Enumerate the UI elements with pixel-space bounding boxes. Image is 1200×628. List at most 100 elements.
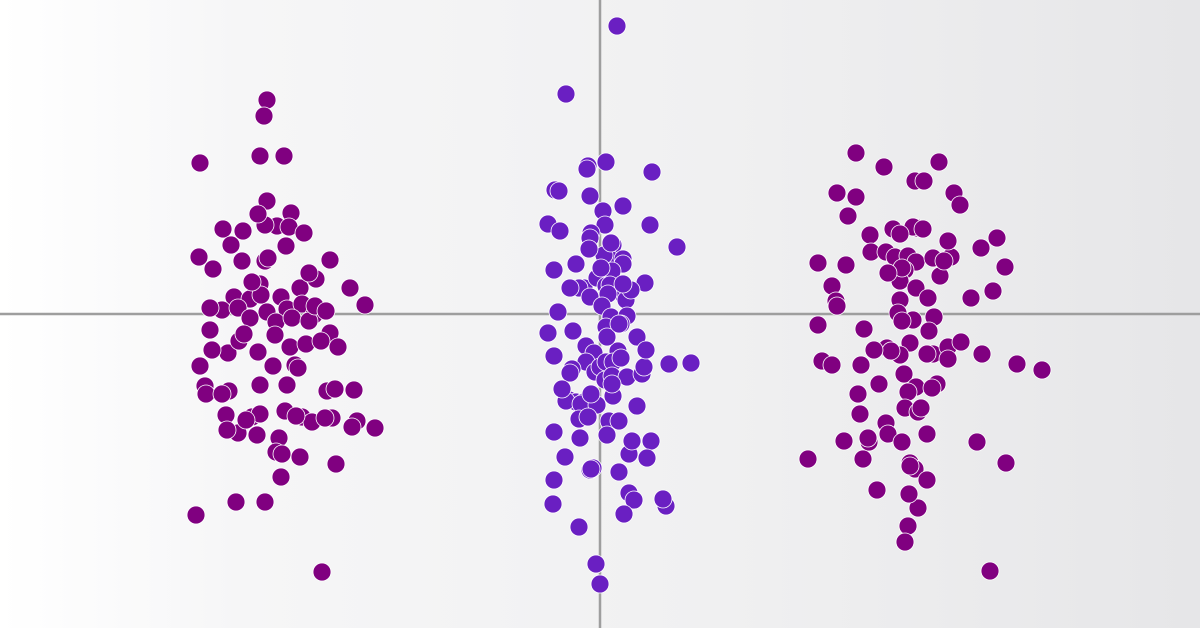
data-point-s2-33	[548, 302, 568, 322]
data-point-s1-2	[254, 106, 274, 126]
data-point-s2-49	[560, 363, 580, 383]
data-point-s1-95	[288, 358, 308, 378]
data-point-s1-23	[251, 285, 271, 305]
data-point-s3-88	[900, 456, 920, 476]
data-point-s2-17	[544, 260, 564, 280]
data-point-s1-80	[236, 410, 256, 430]
data-point-s3-73	[911, 398, 931, 418]
data-point-s3-7	[846, 187, 866, 207]
data-point-s2-103	[609, 314, 629, 334]
data-point-s2-108	[581, 459, 601, 479]
data-point-s3-85	[917, 470, 937, 490]
data-point-s2-69	[609, 411, 629, 431]
data-point-s2-87	[591, 258, 611, 278]
data-point-s2-91	[614, 504, 634, 524]
data-point-s2-54	[611, 348, 631, 368]
data-point-s2-94	[590, 574, 610, 594]
data-point-s3-84	[967, 432, 987, 452]
data-point-s3-17	[890, 224, 910, 244]
data-point-s1-77	[272, 444, 292, 464]
data-point-s3-79	[892, 432, 912, 452]
data-point-s2-102	[667, 237, 687, 257]
data-point-s1-75	[290, 447, 310, 467]
data-point-s2-67	[578, 407, 598, 427]
data-point-s2-40	[563, 321, 583, 341]
data-point-s1-59	[263, 356, 283, 376]
data-point-s3-78	[858, 428, 878, 448]
data-point-s1-94	[248, 204, 268, 224]
data-point-s2-41	[627, 327, 647, 347]
data-point-s2-16	[566, 254, 586, 274]
data-point-s2-74	[641, 431, 661, 451]
data-point-s1-49	[202, 340, 222, 360]
data-point-s3-29	[808, 253, 828, 273]
data-point-s2-42	[544, 346, 564, 366]
data-point-s2-92	[653, 489, 673, 509]
data-point-s3-54	[951, 332, 971, 352]
data-point-s2-81	[555, 447, 575, 467]
data-point-s3-93	[996, 453, 1016, 473]
data-point-s3-28	[836, 255, 856, 275]
data-point-s3-60	[869, 374, 889, 394]
data-point-s2-86	[634, 357, 654, 377]
data-point-s1-26	[340, 278, 360, 298]
data-point-s2-96	[543, 494, 563, 514]
data-point-s3-37	[918, 288, 938, 308]
data-point-s1-84	[312, 562, 332, 582]
data-point-s3-87	[899, 484, 919, 504]
data-point-s2-70	[544, 422, 564, 442]
data-point-s1-68	[365, 418, 385, 438]
data-point-s3-59	[851, 355, 871, 375]
data-point-s1-96	[212, 384, 232, 404]
data-point-s3-35	[983, 281, 1003, 301]
data-point-s3-68	[1032, 360, 1052, 380]
data-point-s1-82	[226, 492, 246, 512]
data-point-s3-95	[938, 349, 958, 369]
data-point-s3-80	[853, 449, 873, 469]
data-point-s3-32	[934, 251, 954, 271]
data-point-s3-97	[878, 263, 898, 283]
data-point-s1-14	[203, 259, 223, 279]
data-point-s2-82	[570, 428, 590, 448]
data-point-s1-50	[328, 337, 348, 357]
data-point-s3-76	[917, 424, 937, 444]
data-point-s3-47	[892, 311, 912, 331]
data-point-s3-71	[850, 404, 870, 424]
data-point-s2-10	[550, 221, 570, 241]
data-point-s3-81	[834, 431, 854, 451]
data-point-s1-47	[311, 331, 331, 351]
data-point-s3-2	[929, 152, 949, 172]
data-point-s1-43	[248, 342, 268, 362]
data-point-s1-60	[196, 384, 216, 404]
data-point-s2-106	[642, 162, 662, 182]
data-point-s2-110	[581, 384, 601, 404]
data-point-s2-98	[640, 215, 660, 235]
data-point-s1-5	[190, 153, 210, 173]
data-point-s2-100	[659, 354, 679, 374]
data-point-s2-83	[624, 490, 644, 510]
data-point-s1-78	[217, 420, 237, 440]
data-point-s2-105	[602, 374, 622, 394]
data-point-s2-104	[549, 181, 569, 201]
data-point-s1-79	[286, 406, 306, 426]
data-point-s1-34	[200, 298, 220, 318]
data-point-s1-51	[190, 356, 210, 376]
data-point-s2-5	[596, 152, 616, 172]
data-point-s3-31	[938, 231, 958, 251]
data-point-s3-12	[987, 228, 1007, 248]
data-point-s2-8	[613, 196, 633, 216]
data-point-s3-96	[922, 378, 942, 398]
data-point-s2-73	[622, 431, 642, 451]
data-point-s2-95	[586, 554, 606, 574]
data-point-s1-45	[280, 337, 300, 357]
data-point-s1-18	[320, 250, 340, 270]
data-point-s1-92	[276, 236, 296, 256]
data-point-s3-91	[895, 532, 915, 552]
data-point-s3-98	[950, 195, 970, 215]
data-point-s2-109	[601, 233, 621, 253]
data-point-s1-76	[326, 454, 346, 474]
data-point-s2-7	[580, 186, 600, 206]
data-point-s3-3	[874, 157, 894, 177]
